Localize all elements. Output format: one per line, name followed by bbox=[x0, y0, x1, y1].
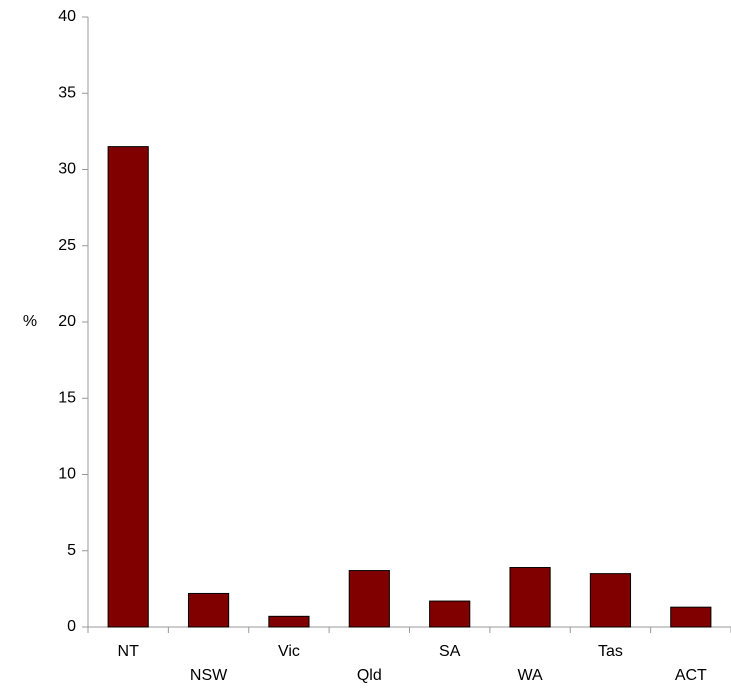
y-tick-label: 10 bbox=[58, 466, 76, 483]
x-tick-label: Qld bbox=[357, 667, 382, 684]
x-tick-label: SA bbox=[439, 643, 461, 660]
bar bbox=[268, 615, 310, 628]
x-tick-label: ACT bbox=[675, 667, 707, 684]
y-tick-label: 5 bbox=[67, 542, 76, 559]
x-tick-label: NSW bbox=[190, 667, 228, 684]
bar bbox=[348, 570, 390, 628]
bar bbox=[429, 600, 471, 628]
bar bbox=[107, 146, 149, 628]
y-tick-label: 25 bbox=[58, 237, 76, 254]
bar bbox=[187, 592, 230, 628]
x-tick-label: WA bbox=[517, 667, 543, 684]
x-tick-label: Vic bbox=[278, 643, 300, 660]
bar bbox=[670, 606, 712, 628]
y-tick-label: 20 bbox=[58, 313, 76, 330]
y-axis-label: % bbox=[23, 313, 37, 330]
y-tick-label: 15 bbox=[58, 389, 76, 406]
bar bbox=[509, 567, 551, 628]
y-tick-label: 30 bbox=[58, 161, 76, 178]
y-tick-label: 0 bbox=[67, 618, 76, 635]
x-tick-label: Tas bbox=[598, 643, 623, 660]
y-tick-label: 40 bbox=[58, 8, 76, 25]
x-tick-label: NT bbox=[118, 643, 140, 660]
bar bbox=[589, 573, 632, 628]
y-tick-label: 35 bbox=[58, 84, 76, 101]
